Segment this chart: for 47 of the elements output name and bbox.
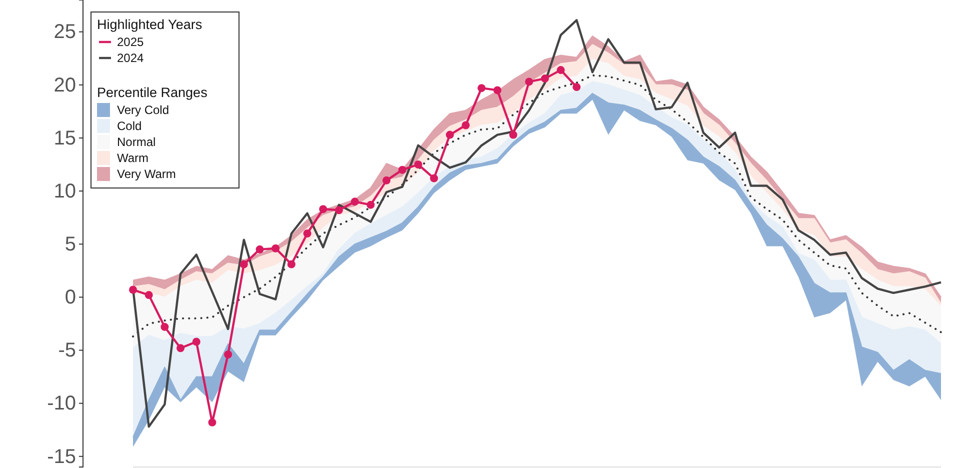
point — [287, 260, 296, 268]
point — [192, 338, 200, 346]
point — [208, 418, 216, 426]
y-tick-label: -15 — [47, 446, 76, 468]
point — [398, 166, 406, 174]
point — [334, 206, 343, 214]
legend-label: 2025 — [117, 35, 144, 49]
point — [144, 291, 153, 300]
y-tick-label: 20 — [54, 74, 76, 96]
text: Highlighted Years — [97, 17, 202, 32]
point — [272, 244, 280, 252]
legend-label: Very Warm — [117, 167, 176, 181]
y-tick-label: 10 — [54, 180, 76, 202]
legend-label: Normal — [117, 135, 156, 149]
y-tick-label: 25 — [54, 21, 76, 44]
point — [319, 205, 328, 214]
point — [382, 176, 390, 184]
legend-label: Very Cold — [117, 103, 170, 117]
y-tick-label: 5 — [64, 234, 76, 256]
point — [129, 286, 137, 294]
point — [525, 78, 534, 86]
point — [414, 160, 422, 169]
legend-label: Cold — [117, 119, 142, 133]
point — [256, 245, 264, 254]
point — [478, 84, 486, 92]
point — [240, 260, 248, 268]
point — [160, 322, 169, 331]
point — [224, 350, 232, 358]
point — [462, 121, 470, 130]
point — [350, 198, 359, 206]
y-tick-label: -10 — [47, 392, 76, 415]
point — [509, 130, 518, 139]
point — [303, 230, 312, 238]
y-tick-label: 0 — [64, 286, 76, 309]
point — [572, 83, 581, 92]
point — [493, 86, 502, 94]
legend-label: 2024 — [117, 51, 144, 65]
point — [556, 66, 565, 74]
point — [430, 174, 438, 182]
legend-label: Warm — [117, 151, 149, 165]
y-tick-label: -5 — [58, 340, 76, 362]
point — [366, 200, 375, 209]
text: Percentile Ranges — [97, 85, 208, 100]
point — [176, 344, 185, 352]
y-tick-label: 15 — [54, 127, 76, 150]
point — [446, 130, 454, 139]
point — [540, 74, 549, 83]
